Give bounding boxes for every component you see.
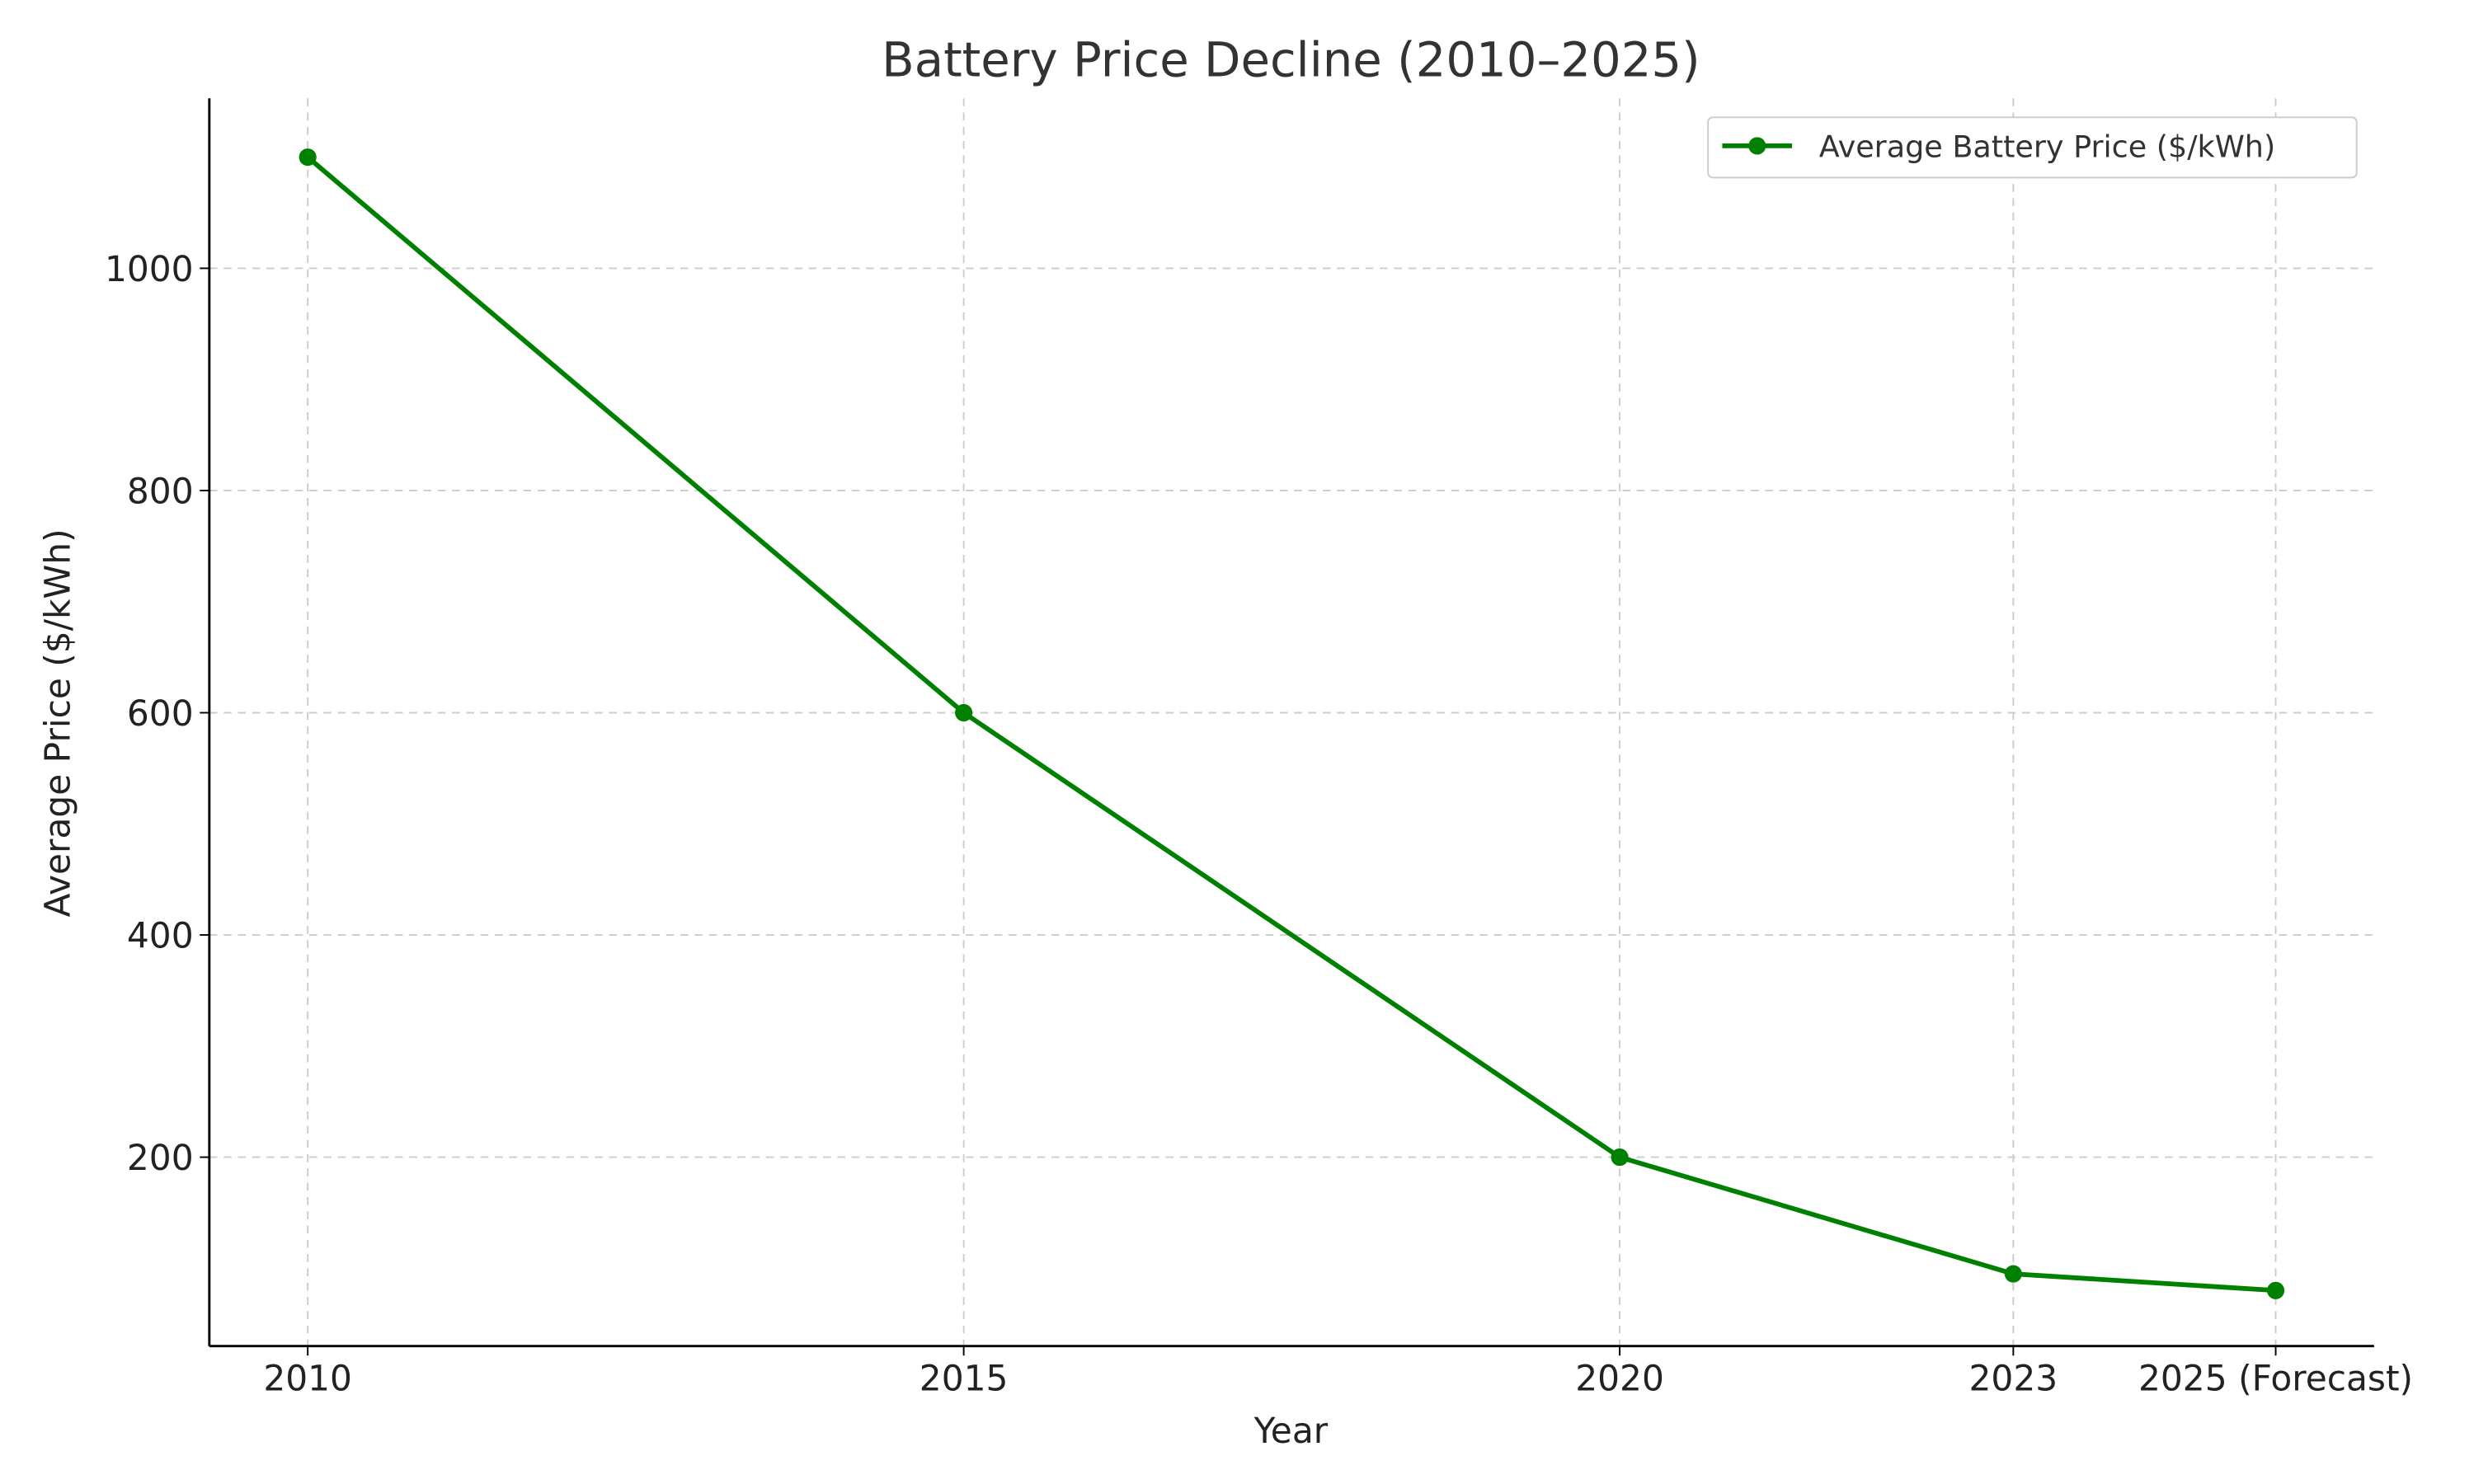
data-point (299, 148, 317, 167)
legend: Average Battery Price ($/kWh) (1707, 116, 2358, 179)
data-point (2004, 1265, 2022, 1283)
y-tick-label: 1000 (105, 249, 194, 289)
x-axis-label: Year (1253, 1411, 1329, 1451)
legend-marker (1748, 137, 1766, 155)
axes (208, 98, 2374, 1348)
ticks: 200 400 600 800 1000 2010 2015 2020 2023 2025 (Fo… (105, 249, 2413, 1399)
legend-box (1707, 116, 2358, 179)
series-line (306, 155, 2276, 1294)
y-tick-label: 600 (127, 693, 194, 734)
x-tick-label: 2023 (1969, 1359, 2058, 1399)
y-tick-label: 400 (127, 915, 194, 956)
data-point (2266, 1281, 2285, 1299)
y-axis-label: Average Price ($/kWh) (38, 528, 78, 917)
x-tick-label: 2015 (920, 1359, 1009, 1399)
x-tick-label: 2020 (1575, 1359, 1664, 1399)
y-tick-label: 800 (127, 471, 194, 511)
x-tick-label: 2010 (263, 1359, 352, 1399)
x-tick-label: 2025 (Forecast) (2138, 1359, 2413, 1399)
series (299, 148, 2285, 1299)
grid (209, 98, 2374, 1346)
y-tick-label: 200 (127, 1138, 194, 1178)
chart-title: Battery Price Decline (2010–2025) (882, 31, 1700, 87)
legend-label: Average Battery Price ($/kWh) (1819, 129, 2275, 164)
data-point (1611, 1148, 1629, 1167)
data-point (955, 703, 973, 722)
